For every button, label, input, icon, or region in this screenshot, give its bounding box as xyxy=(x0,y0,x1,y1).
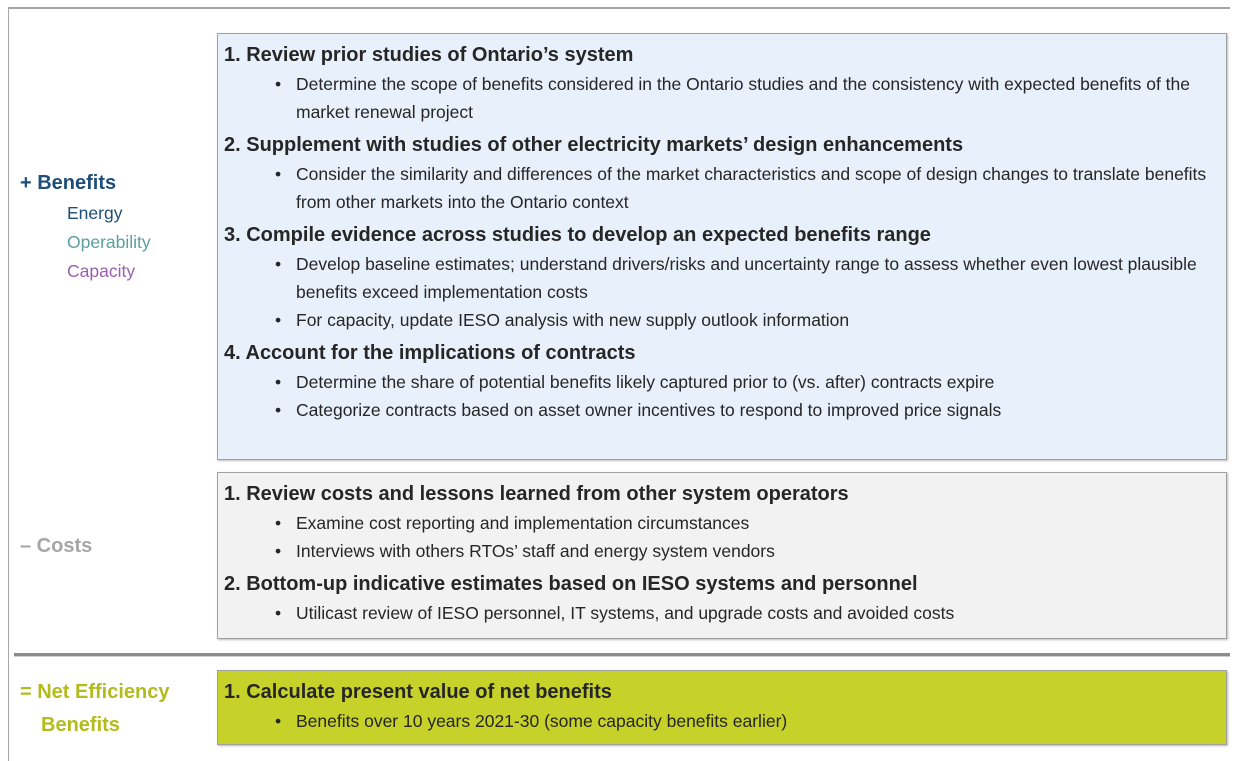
item-heading: 3. Compile evidence across studies to de… xyxy=(224,224,931,246)
item-bullet: Consider the similarity and differences … xyxy=(224,160,1216,216)
item-bullet: Categorize contracts based on asset owne… xyxy=(224,396,1216,424)
item-bullet: Examine cost reporting and implementatio… xyxy=(224,509,1216,537)
section-sublabel: Energy xyxy=(67,203,123,223)
item-heading: 1. Review prior studies of Ontario’s sys… xyxy=(224,44,634,66)
separator xyxy=(14,653,1230,657)
item-heading: 2. Bottom-up indicative estimates based … xyxy=(224,573,918,595)
section-box: 1. Review costs and lessons learned from… xyxy=(217,472,1227,639)
item-bullet: Develop baseline estimates; understand d… xyxy=(224,250,1216,306)
frame xyxy=(8,7,1230,9)
section-label: – Costs xyxy=(20,535,93,557)
section-box: 1. Calculate present value of net benefi… xyxy=(217,670,1227,745)
item-bullet: Utilicast review of IESO personnel, IT s… xyxy=(224,599,1216,627)
item-heading: 1. Calculate present value of net benefi… xyxy=(224,681,612,703)
item-bullet: Determine the share of potential benefit… xyxy=(224,368,1216,396)
section-sublabel: Capacity xyxy=(67,261,136,281)
item-bullet: Interviews with others RTOs’ staff and e… xyxy=(224,537,1216,565)
item-heading: 2. Supplement with studies of other elec… xyxy=(224,134,964,156)
item-bullet: Determine the scope of benefits consider… xyxy=(224,70,1216,126)
item-heading: 4. Account for the implications of contr… xyxy=(224,342,636,364)
section-label: Benefits xyxy=(41,714,120,736)
item-heading: 1. Review costs and lessons learned from… xyxy=(224,483,849,505)
section-sublabel: Operability xyxy=(67,232,151,252)
section-label: = Net Efficiency xyxy=(20,681,170,703)
item-bullet: For capacity, update IESO analysis with … xyxy=(224,306,1216,334)
section-box: 1. Review prior studies of Ontario’s sys… xyxy=(217,33,1227,460)
item-bullet: Benefits over 10 years 2021-30 (some cap… xyxy=(224,707,1216,735)
frame xyxy=(8,7,9,761)
section-label: + Benefits xyxy=(20,172,117,194)
